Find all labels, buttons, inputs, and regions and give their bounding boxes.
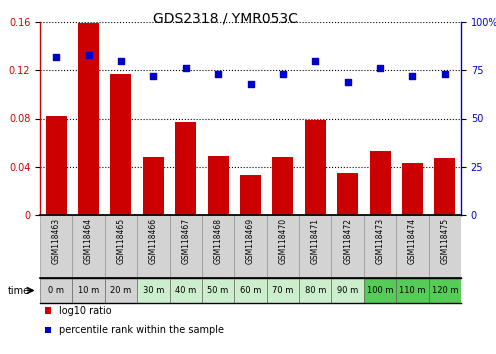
Bar xyxy=(234,215,267,278)
Bar xyxy=(170,215,202,278)
Point xyxy=(182,65,189,71)
Text: 90 m: 90 m xyxy=(337,286,358,295)
Bar xyxy=(364,215,396,278)
Bar xyxy=(72,215,105,278)
Bar xyxy=(72,278,105,303)
Text: GSM118467: GSM118467 xyxy=(181,218,190,264)
Text: GSM118469: GSM118469 xyxy=(246,218,255,264)
Text: 0 m: 0 m xyxy=(48,286,64,295)
Bar xyxy=(434,158,455,215)
Bar xyxy=(337,173,358,215)
Text: GSM118471: GSM118471 xyxy=(311,218,320,264)
Point xyxy=(408,73,416,79)
Text: 110 m: 110 m xyxy=(399,286,426,295)
Bar xyxy=(370,151,390,215)
Bar xyxy=(137,215,170,278)
Bar xyxy=(175,122,196,215)
Text: GSM118473: GSM118473 xyxy=(375,218,384,264)
Bar xyxy=(267,215,299,278)
Text: 60 m: 60 m xyxy=(240,286,261,295)
Point xyxy=(85,52,93,58)
Bar xyxy=(429,278,461,303)
Text: 100 m: 100 m xyxy=(367,286,393,295)
Text: GSM118464: GSM118464 xyxy=(84,218,93,264)
Text: 40 m: 40 m xyxy=(175,286,196,295)
Point xyxy=(149,73,157,79)
Text: 120 m: 120 m xyxy=(432,286,458,295)
Text: percentile rank within the sample: percentile rank within the sample xyxy=(59,325,224,335)
Bar xyxy=(299,278,331,303)
Bar xyxy=(105,215,137,278)
Bar xyxy=(396,215,429,278)
Point xyxy=(311,58,319,63)
Point xyxy=(441,71,449,77)
Text: 70 m: 70 m xyxy=(272,286,294,295)
Text: time: time xyxy=(8,285,30,296)
Point xyxy=(52,54,60,59)
Bar xyxy=(202,215,234,278)
Text: GSM118465: GSM118465 xyxy=(117,218,125,264)
Text: GSM118468: GSM118468 xyxy=(214,218,223,264)
Text: 10 m: 10 m xyxy=(78,286,99,295)
Bar xyxy=(331,278,364,303)
Bar xyxy=(111,74,131,215)
Text: GSM118470: GSM118470 xyxy=(278,218,287,264)
Bar xyxy=(40,215,72,278)
Bar xyxy=(429,215,461,278)
Bar xyxy=(143,157,164,215)
Bar xyxy=(272,157,294,215)
Bar xyxy=(208,156,229,215)
Bar xyxy=(78,23,99,215)
Bar xyxy=(364,278,396,303)
Point xyxy=(117,58,125,63)
Bar xyxy=(267,278,299,303)
Text: GSM118472: GSM118472 xyxy=(343,218,352,264)
Bar xyxy=(170,278,202,303)
Text: GSM118475: GSM118475 xyxy=(440,218,449,264)
Bar xyxy=(234,278,267,303)
Bar xyxy=(299,215,331,278)
Text: 80 m: 80 m xyxy=(305,286,326,295)
Bar xyxy=(105,278,137,303)
Bar xyxy=(202,278,234,303)
Bar xyxy=(305,120,326,215)
Text: GDS2318 / YMR053C: GDS2318 / YMR053C xyxy=(153,12,298,26)
Bar xyxy=(46,116,67,215)
Text: 50 m: 50 m xyxy=(207,286,229,295)
Point xyxy=(344,79,352,85)
Point xyxy=(376,65,384,71)
Text: 30 m: 30 m xyxy=(143,286,164,295)
Text: GSM118466: GSM118466 xyxy=(149,218,158,264)
Bar xyxy=(402,163,423,215)
Point xyxy=(279,71,287,77)
Bar xyxy=(240,175,261,215)
Text: GSM118463: GSM118463 xyxy=(52,218,61,264)
Text: log10 ratio: log10 ratio xyxy=(59,306,112,316)
Point xyxy=(214,71,222,77)
Bar xyxy=(40,278,72,303)
Text: 20 m: 20 m xyxy=(110,286,131,295)
Text: GSM118474: GSM118474 xyxy=(408,218,417,264)
Bar xyxy=(331,215,364,278)
Bar xyxy=(396,278,429,303)
Point xyxy=(247,81,254,87)
Bar xyxy=(137,278,170,303)
